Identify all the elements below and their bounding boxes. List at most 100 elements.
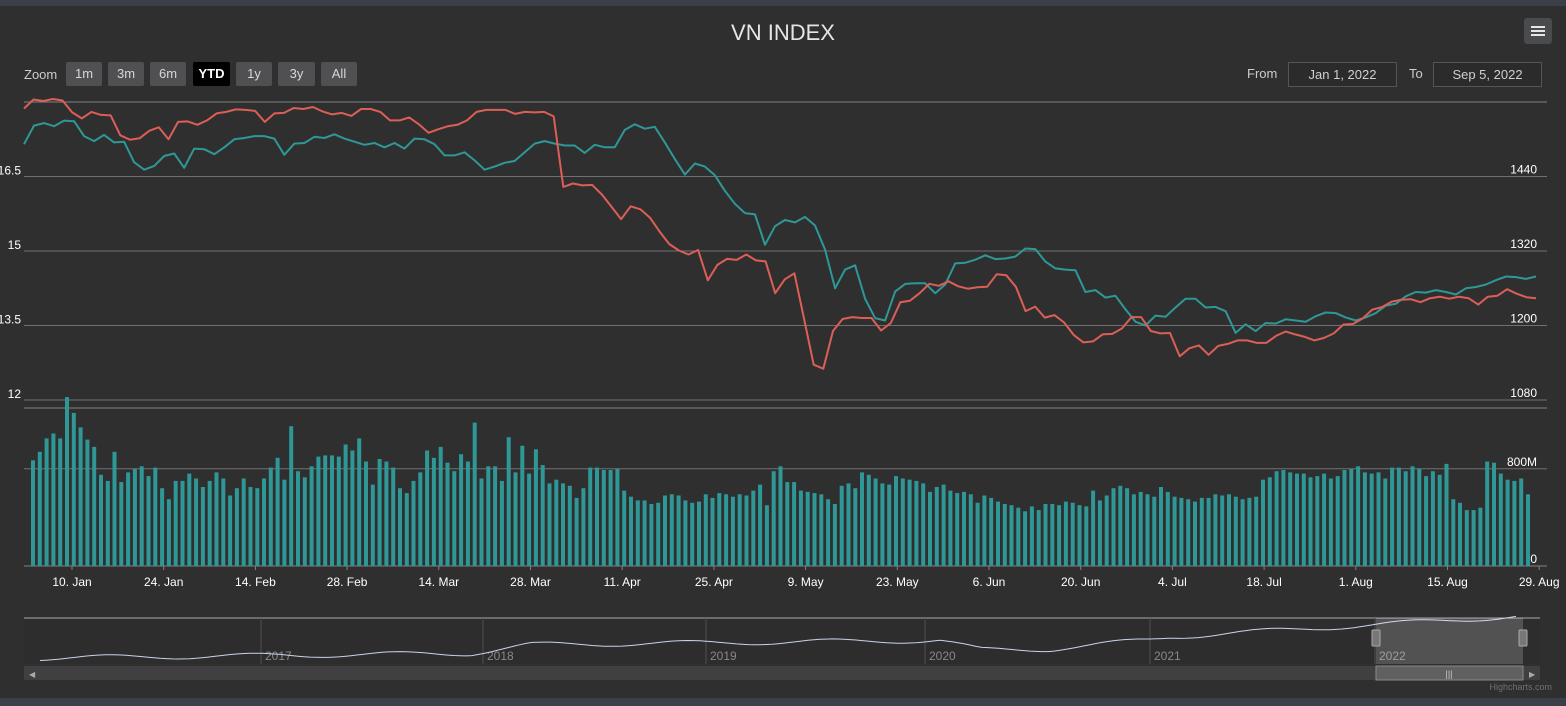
volume-bar [1220,495,1225,566]
volume-bar [404,493,409,566]
volume-bar [1403,471,1408,566]
x-axis-tick-label: 14. Mar [418,575,459,589]
range-from-input[interactable]: Jan 1, 2022 [1288,62,1397,87]
volume-bar [248,487,253,566]
volume-bar [676,495,681,566]
volume-bar [1519,478,1524,566]
volume-bar [948,490,953,566]
volume-bar [1131,494,1136,566]
zoom-button-3m[interactable]: 3m [108,62,144,86]
volume-bar [1322,473,1327,566]
zoom-button-1m[interactable]: 1m [66,62,102,86]
zoom-button-1y[interactable]: 1y [236,62,272,86]
volume-bar [364,461,368,566]
volume-bar [1023,511,1028,566]
volume-bar [506,437,511,566]
volume-bar [1240,499,1245,566]
volume-bar [1213,494,1218,566]
volume-bar [1505,479,1510,566]
volume-bar [962,491,966,566]
volume-bar [1417,468,1422,566]
menu-button[interactable] [1524,18,1552,44]
volume-bar [1288,472,1293,566]
volume-bar [989,497,994,566]
range-to-input[interactable]: Sep 5, 2022 [1433,62,1542,87]
volume-bar [703,494,708,566]
volume-bar [1111,488,1116,566]
volume-bar [1118,485,1123,566]
x-axis-tick-label: 29. Aug [1519,575,1560,589]
volume-bar [554,479,559,566]
volume-bar [880,483,885,566]
volume-bar [860,472,864,566]
volume-bar [438,446,443,566]
zoom-button-3y[interactable]: 3y [278,62,315,86]
volume-bar [486,466,491,566]
volume-bar [540,465,545,566]
volume-bar [316,456,321,566]
volume-bar [846,483,851,566]
x-axis-tick-label: 23. May [876,575,919,589]
scrollbar-right-arrow-icon: ▶ [1529,670,1536,679]
volume-bar [357,438,362,566]
volume-bar [255,488,260,566]
credits-link[interactable]: Highcharts.com [1489,682,1552,692]
volume-bar [1492,462,1496,566]
volume-bar [656,502,661,566]
volume-bar [425,450,430,566]
volume-bar [479,478,484,566]
volume-bar [1050,504,1055,566]
volume-bar [826,499,831,566]
volume-bar [241,478,246,566]
right-axis-tick-label: 1200 [1510,312,1537,326]
volume-bar [1070,502,1075,566]
volume-bar [391,467,396,566]
volume-bar [139,466,144,566]
volume-bar [832,504,837,566]
volume-bar [1247,497,1252,566]
volume-bar [778,466,783,566]
volume-bar [411,480,416,566]
volume-bar [921,483,926,566]
volume-bar [262,478,266,566]
volume-bar [1097,500,1102,566]
volume-bar [635,500,640,566]
zoom-button-all[interactable]: All [321,62,357,86]
volume-bar [1308,477,1313,566]
volume-bar [275,457,280,566]
volume-bar [180,480,185,566]
right-axis-tick-label: 1320 [1510,237,1537,251]
navigator-year-label: 2019 [710,649,737,663]
navigator-year-label: 2022 [1379,649,1406,663]
volume-bar [853,488,858,566]
volume-bar [1159,487,1163,566]
right-axis-tick-label: 1080 [1510,386,1537,400]
volume-bar [1165,491,1170,566]
zoom-button-6m[interactable]: 6m [150,62,186,86]
chart-title: VN INDEX [731,20,835,45]
left-axis-tick-label: 15 [8,238,22,252]
volume-bar [1125,488,1130,566]
volume-bar [384,461,389,566]
volume-bar [200,487,205,566]
volume-bar [65,397,69,566]
volume-bar [85,439,90,566]
volume-bar [31,460,35,566]
volume-bar [567,485,572,566]
volume-bar [928,491,932,566]
volume-bar [1104,495,1109,566]
volume-bar [472,422,477,566]
volume-bar [459,454,464,566]
zoom-button-ytd[interactable]: YTD [193,62,230,86]
navigator-background [24,618,1540,664]
volume-bar [934,487,939,566]
volume-bar [1254,496,1259,566]
volume-bar [1362,472,1367,566]
navigator-handle [1371,629,1381,647]
volume-bar [132,468,137,566]
x-axis-tick-label: 28. Mar [510,575,551,589]
volume-bar [146,476,151,566]
range-to-label: To [1409,66,1423,81]
volume-bar [615,468,620,566]
volume-bar [1424,476,1429,566]
